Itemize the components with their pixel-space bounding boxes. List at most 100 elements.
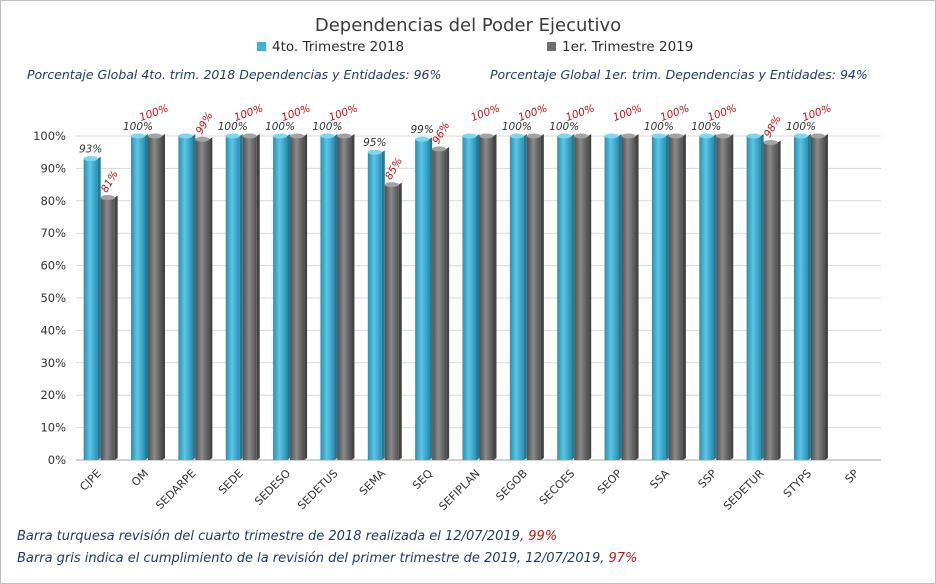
y-tick-label: 60%	[40, 259, 66, 273]
bar-2019-sedetur	[763, 139, 781, 461]
bar-2018-sema	[367, 149, 385, 460]
bar-2019-ssa	[668, 133, 686, 460]
bar-2018-sede	[225, 133, 243, 460]
data-label-2018: 100%	[218, 121, 248, 133]
bar-2018-cjpe	[83, 156, 101, 460]
x-tick-label: SEQ	[410, 467, 435, 492]
bar-2018-segob	[509, 133, 527, 460]
bar-2019-segob	[526, 133, 544, 460]
x-tick-label: SECOES	[537, 467, 577, 507]
bar-2019-secoes	[574, 133, 592, 460]
bar-2018-sefiplan	[462, 133, 480, 460]
legend-label-2018: 4to. Trimestre 2018	[272, 39, 404, 55]
data-label-2019: 100%	[327, 102, 359, 124]
x-tick-label: OM	[129, 467, 151, 489]
bar-2019-sedarpe	[195, 136, 213, 461]
x-tick-label: SSA	[647, 467, 672, 492]
y-tick-label: 20%	[40, 388, 66, 402]
x-tick-label: SEFIPLAN	[436, 467, 482, 513]
legend-swatch-2018	[257, 42, 266, 51]
y-tick-label: 70%	[40, 226, 66, 240]
x-tick-label: SP	[843, 467, 862, 486]
x-tick-label: SEMA	[357, 467, 388, 498]
legend-swatch-2019	[547, 42, 556, 51]
y-tick-label: 80%	[40, 194, 66, 208]
note-gray: Barra gris indica el cumplimiento de la …	[17, 551, 637, 566]
bar-2018-styps	[793, 133, 811, 460]
x-tick-label: SSP	[696, 467, 720, 491]
data-label-2019: 100%	[564, 102, 596, 124]
data-label-2019: 100%	[233, 102, 265, 124]
bar-2019-sema	[384, 182, 402, 460]
data-label-2019: 100%	[801, 102, 833, 124]
note-turquoise-percentage: 99%	[528, 529, 558, 544]
bar-2019-styps	[810, 133, 828, 460]
y-tick-label: 90%	[40, 161, 66, 175]
bar-2019-om	[148, 133, 166, 460]
legend: 4to. Trimestre 2018 1er. Trimestre 2019	[257, 39, 693, 55]
legend-label-2019: 1er. Trimestre 2019	[562, 39, 693, 55]
data-label-2018: 93%	[79, 144, 102, 156]
global-percentage-2018: Porcentaje Global 4to. trim. 2018 Depend…	[27, 67, 441, 82]
bar-2018-sedeso	[273, 133, 291, 460]
x-tick-label: SEOP	[595, 467, 625, 497]
bar-2019-sedetus	[337, 133, 355, 460]
data-label-2019: 100%	[280, 102, 312, 124]
chart-title: Dependencias del Poder Ejecutivo	[315, 15, 621, 36]
bar-2019-sede	[242, 133, 260, 460]
note-turquoise: Barra turquesa revisión del cuarto trime…	[17, 529, 557, 544]
data-label-2018: 100%	[502, 121, 532, 133]
bar-2019-seq	[432, 146, 450, 460]
x-tick-label: SEGOB	[493, 467, 530, 504]
data-label-2018: 100%	[123, 121, 153, 133]
note-gray-text: Barra gris indica el cumplimiento de la …	[17, 551, 609, 566]
data-label-2018: 100%	[691, 121, 721, 133]
x-tick-label: SEDARPE	[153, 467, 198, 512]
bar-2018-om	[131, 133, 149, 460]
bar-2018-ssp	[699, 133, 717, 460]
bar-2019-seop	[621, 133, 639, 460]
data-label-2018: 95%	[363, 137, 386, 149]
data-label-2018: 100%	[312, 121, 342, 133]
bar-2018-secoes	[557, 133, 575, 460]
x-tick-label: SEDESO	[252, 467, 293, 508]
bar-2018-ssa	[651, 133, 669, 460]
bar-2018-sedetur	[746, 133, 764, 460]
data-label-2019: 100%	[611, 102, 643, 124]
data-label-2018: 100%	[644, 121, 674, 133]
x-tick-label: SEDE	[216, 467, 246, 497]
x-tick-label: STYPS	[781, 467, 814, 500]
y-tick-label: 0%	[48, 453, 66, 467]
y-axis: 0% 10% 20% 30% 40% 50% 60% 70% 80% 90% 100%	[33, 129, 66, 467]
data-label-2019: 99%	[194, 110, 216, 136]
data-label-2018: 100%	[265, 121, 295, 133]
data-label-2019: 100%	[659, 102, 691, 124]
y-tick-label: 50%	[40, 291, 66, 305]
bar-2018-sedarpe	[178, 133, 196, 460]
x-tick-label: SEDETUR	[721, 467, 767, 513]
data-label-2019: 81%	[99, 169, 121, 195]
x-tick-label: CJPE	[77, 467, 104, 494]
bar-2018-seop	[604, 133, 622, 460]
x-tick-label: SEDETUS	[295, 467, 340, 512]
bar-2018-sedetus	[320, 133, 338, 460]
data-label-2019: 100%	[517, 102, 549, 124]
data-label-2018: 100%	[549, 121, 579, 133]
data-label-2019: 100%	[469, 102, 501, 124]
data-label-2018: 100%	[786, 121, 816, 133]
note-gray-percentage: 97%	[608, 551, 638, 566]
note-turquoise-text: Barra turquesa revisión del cuarto trime…	[17, 529, 529, 544]
bar-2019-sefiplan	[479, 133, 497, 460]
x-axis: CJPE OM SEDARPE SEDE SEDESO SEDETUS SEMA SEQ SEF…	[77, 467, 861, 513]
data-label-2019: 100%	[138, 102, 170, 124]
bar-2019-cjpe	[100, 195, 118, 460]
global-percentage-2019: Porcentaje Global 1er. trim. Dependencia…	[490, 67, 868, 82]
bars	[83, 133, 828, 461]
y-tick-label: 100%	[33, 129, 66, 143]
bar-2019-ssp	[716, 133, 734, 460]
y-tick-label: 30%	[40, 356, 66, 370]
data-label-2018: 99%	[410, 124, 433, 136]
bar-2019-sedeso	[290, 133, 308, 460]
